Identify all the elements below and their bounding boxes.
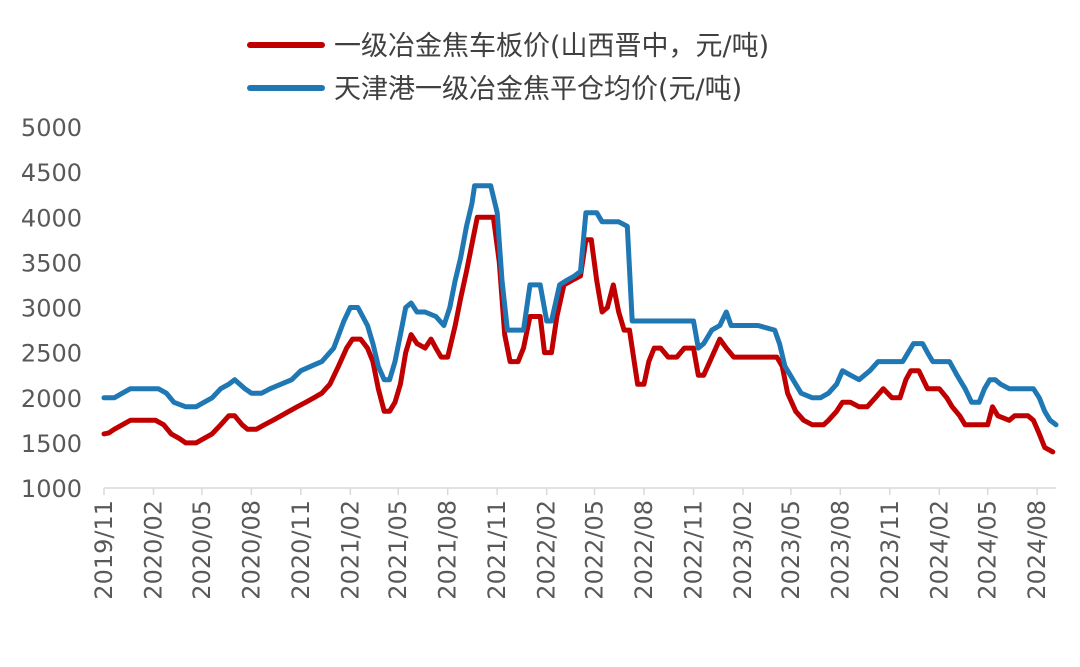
x-axis: 2019/11 2020/02 2020/05 2020/08 2020/11 2021/… [90,487,1056,600]
y-tick-label: 1500 [21,430,82,458]
x-tick-label: 2022/11 [679,500,707,600]
legend: 一级冶金焦车板价(山西晋中，元/吨) 天津港一级冶金焦平仓均价(元/吨) [247,31,769,105]
x-tick-label: 2021/11 [483,500,511,600]
legend-label-1: 一级冶金焦车板价(山西晋中，元/吨) [334,31,769,62]
x-tick-label: 2021/05 [384,500,412,600]
x-tick-label: 2022/08 [630,500,658,600]
x-tick-label: 2022/05 [581,500,609,600]
x-tick-label: 2020/02 [139,500,167,600]
x-tick-label: 2020/08 [237,500,265,600]
plot-area [101,183,1059,455]
x-tick-label: 2024/05 [974,500,1002,600]
y-axis: 1000 1500 2000 2500 3000 3500 4000 4500 5000 [21,114,82,503]
x-tick-label: 2021/02 [336,500,364,600]
x-tick-label: 2019/11 [90,500,118,600]
x-tick-label: 2023/11 [876,500,904,600]
x-tick-label: 2024/08 [1023,500,1051,600]
series-line-2 [101,183,1059,428]
x-tick-label: 2023/02 [729,500,757,600]
y-tick-label: 4500 [21,159,82,187]
x-tick-label: 2020/05 [188,500,216,600]
y-tick-label: 3000 [21,295,82,323]
y-tick-label: 2500 [21,340,82,368]
legend-label-2: 天津港一级冶金焦平仓均价(元/吨) [334,74,742,105]
y-tick-label: 5000 [21,114,82,142]
series-line-1 [101,214,1056,455]
y-tick-label: 2000 [21,385,82,413]
x-tick-label: 2022/02 [533,500,561,600]
y-tick-label: 4000 [21,204,82,232]
x-tick-label: 2023/08 [826,500,854,600]
x-tick-label: 2020/11 [287,500,315,600]
x-tick-label: 2024/02 [925,500,953,600]
y-tick-label: 3500 [21,249,82,277]
y-tick-label: 1000 [21,475,82,503]
x-tick-label: 2023/05 [777,500,805,600]
x-tick-label: 2021/08 [434,500,462,600]
